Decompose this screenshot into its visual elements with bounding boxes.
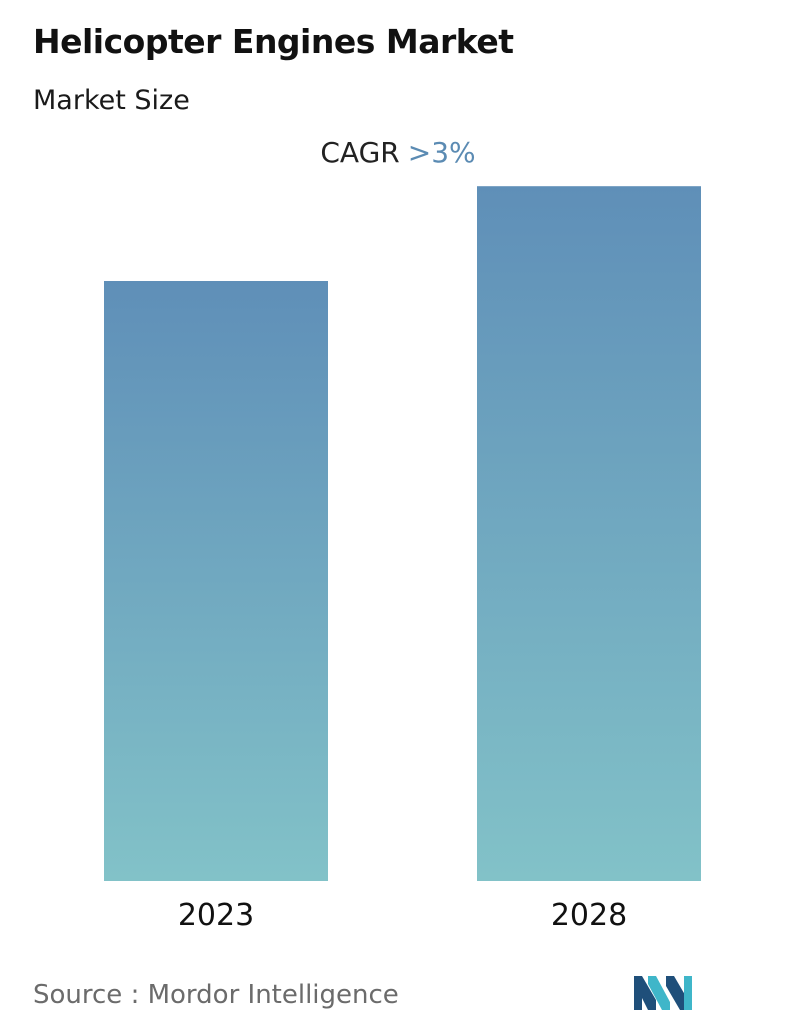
bar-2028 (477, 186, 701, 881)
chart-title: Helicopter Engines Market (33, 22, 514, 61)
x-tick-label-2023: 2023 (178, 898, 254, 933)
cagr-label: CAGR (320, 136, 400, 169)
chart-subtitle: Market Size (33, 85, 190, 116)
x-tick-label-2028: 2028 (551, 898, 627, 933)
bar-2023 (104, 281, 328, 881)
cagr-value: >3% (407, 136, 476, 169)
mordor-intelligence-logo-icon (634, 976, 692, 1010)
cagr-annotation: CAGR >3% (0, 136, 796, 169)
bar-chart: 2023 2028 (104, 186, 701, 933)
source-credit: Source : Mordor Intelligence (33, 980, 399, 1010)
